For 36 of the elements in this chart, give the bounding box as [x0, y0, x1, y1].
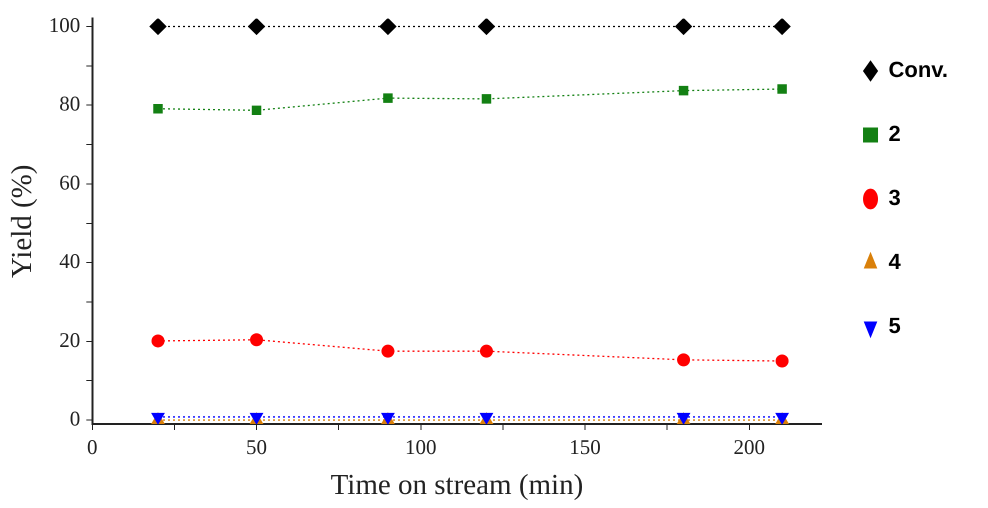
point — [678, 86, 688, 96]
point — [777, 84, 787, 94]
y-tick-label: 20 — [59, 328, 80, 352]
y-tick-label: 80 — [59, 92, 80, 116]
y-tick-label: 0 — [70, 406, 80, 431]
y-tick-label: 100 — [48, 12, 80, 37]
legend-label: 2 — [888, 121, 901, 146]
point — [153, 104, 163, 114]
x-axis-title: Time on stream (min) — [330, 469, 584, 502]
legend-label: 4 — [888, 249, 902, 274]
y-axis-title: Yield (%) — [6, 164, 38, 278]
point — [480, 344, 493, 358]
point — [379, 18, 396, 35]
point — [151, 334, 164, 348]
point — [774, 18, 791, 35]
point — [248, 18, 266, 35]
point — [381, 344, 394, 358]
legend-label: Conv. — [888, 57, 948, 82]
x-tick-label: 100 — [405, 435, 437, 460]
point — [478, 18, 495, 35]
x-tick-label: 0 — [87, 435, 98, 460]
point — [675, 18, 692, 35]
point — [250, 333, 264, 346]
x-tick-label: 50 — [246, 435, 268, 460]
point — [252, 106, 262, 116]
point — [776, 354, 789, 368]
point — [482, 94, 492, 104]
legend-label: 5 — [888, 313, 901, 338]
point — [149, 18, 166, 35]
y-tick-label: 40 — [59, 249, 80, 274]
x-tick-label: 150 — [569, 435, 601, 460]
x-tick-label: 200 — [734, 435, 766, 460]
y-tick-label: 60 — [59, 170, 80, 194]
legend-label: 3 — [888, 185, 901, 210]
point — [677, 353, 690, 366]
point — [383, 93, 393, 103]
